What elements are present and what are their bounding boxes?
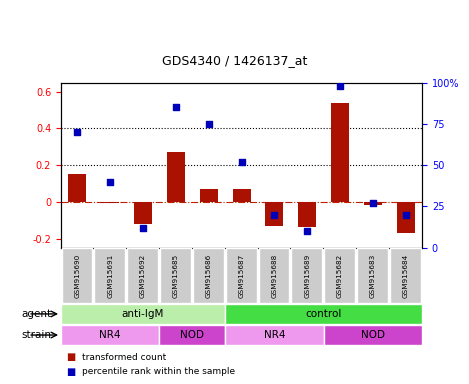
Text: GSM915686: GSM915686	[206, 253, 212, 298]
Text: GSM915683: GSM915683	[370, 253, 376, 298]
Text: GSM915692: GSM915692	[140, 253, 146, 298]
Point	[172, 104, 180, 111]
Bar	[265, 202, 283, 226]
Point	[369, 200, 377, 206]
Text: GSM915685: GSM915685	[173, 253, 179, 298]
Text: GSM915682: GSM915682	[337, 253, 343, 298]
Point	[336, 83, 344, 89]
Text: ■: ■	[66, 367, 75, 377]
Text: anti-IgM: anti-IgM	[122, 309, 164, 319]
Text: GSM915691: GSM915691	[107, 253, 113, 298]
Point	[271, 212, 278, 218]
Text: percentile rank within the sample: percentile rank within the sample	[82, 367, 235, 376]
Point	[238, 159, 245, 165]
Bar	[200, 189, 218, 202]
Text: GSM915684: GSM915684	[403, 253, 408, 298]
Bar	[298, 202, 316, 227]
Bar	[225, 304, 422, 324]
Bar	[390, 248, 421, 303]
Bar	[160, 248, 191, 303]
Point	[303, 228, 311, 234]
Bar	[61, 248, 92, 303]
Bar	[193, 248, 224, 303]
Bar	[68, 174, 86, 202]
Bar	[233, 189, 250, 202]
Text: GSM915687: GSM915687	[239, 253, 244, 298]
Bar	[357, 248, 388, 303]
Point	[205, 121, 212, 127]
Bar	[324, 325, 422, 345]
Bar	[258, 248, 289, 303]
Text: ■: ■	[66, 352, 75, 362]
Bar	[331, 103, 349, 202]
Bar	[324, 248, 355, 303]
Text: control: control	[305, 309, 342, 319]
Text: NR4: NR4	[264, 330, 285, 340]
Bar	[159, 325, 225, 345]
Text: GSM915690: GSM915690	[75, 253, 80, 298]
Bar	[225, 325, 324, 345]
Bar	[167, 152, 185, 202]
Point	[139, 225, 147, 231]
Text: NOD: NOD	[361, 330, 385, 340]
Bar	[127, 248, 158, 303]
Bar	[226, 248, 257, 303]
Point	[402, 212, 409, 218]
Text: strain: strain	[22, 330, 52, 340]
Bar	[364, 202, 382, 205]
Text: GSM915689: GSM915689	[304, 253, 310, 298]
Point	[74, 129, 81, 135]
Text: NOD: NOD	[180, 330, 204, 340]
Text: GDS4340 / 1426137_at: GDS4340 / 1426137_at	[162, 54, 307, 67]
Text: NR4: NR4	[99, 330, 121, 340]
Bar	[134, 202, 152, 224]
Text: agent: agent	[22, 309, 52, 319]
Bar	[291, 248, 322, 303]
Text: transformed count: transformed count	[82, 353, 166, 362]
Bar	[101, 202, 119, 203]
Bar	[94, 248, 125, 303]
Bar	[61, 325, 159, 345]
Point	[106, 179, 114, 185]
Text: GSM915688: GSM915688	[272, 253, 277, 298]
Bar	[397, 202, 415, 233]
Bar	[61, 304, 225, 324]
